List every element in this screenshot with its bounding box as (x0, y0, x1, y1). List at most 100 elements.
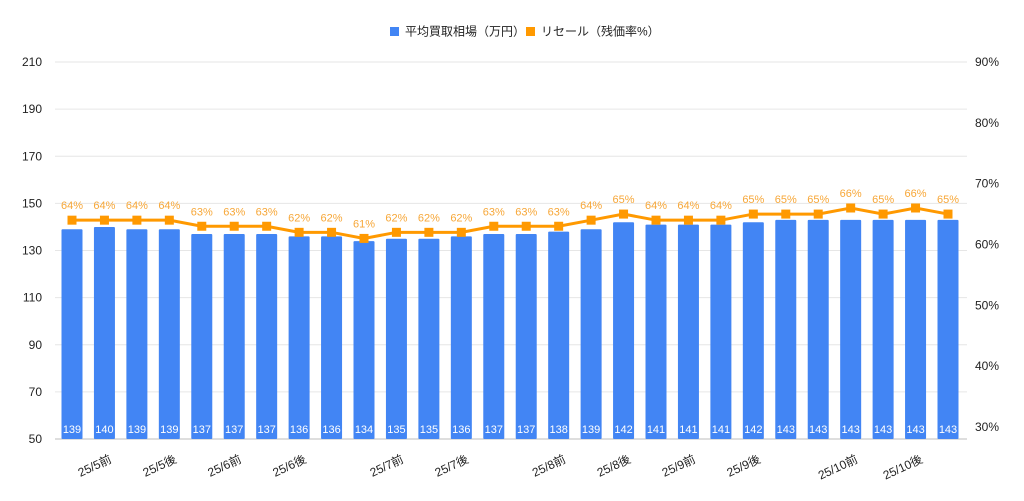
bar-value-label: 135 (420, 424, 438, 436)
bar (580, 229, 602, 439)
line-point-marker (489, 221, 499, 231)
line-value-label: 64% (61, 200, 83, 212)
bar (321, 236, 343, 439)
x-axis-tick-label: 25/5後 (141, 452, 179, 480)
bar-value-label: 141 (647, 424, 665, 436)
line-point-marker (878, 209, 888, 219)
x-axis-tick-label: 25/8後 (595, 452, 633, 480)
legend-swatch-line (526, 27, 535, 36)
bar (288, 236, 310, 439)
bar (742, 222, 764, 439)
x-axis-tick-label: 25/6前 (205, 451, 243, 480)
bar-value-label: 137 (225, 424, 243, 436)
line-value-label: 66% (905, 188, 927, 200)
line-value-label: 64% (126, 200, 148, 212)
line-point-marker (619, 209, 629, 219)
line-value-label: 63% (515, 206, 537, 218)
bar-value-label: 136 (322, 424, 340, 436)
line-value-label: 65% (742, 194, 764, 206)
right-axis-tick-label: 30% (975, 420, 999, 434)
line-point-marker (132, 215, 142, 225)
line-value-label: 62% (321, 212, 343, 224)
bar-value-label: 137 (517, 424, 535, 436)
right-axis-tick-label: 80% (975, 116, 999, 130)
bar (677, 224, 699, 439)
line-point-marker (67, 215, 77, 225)
x-axis-tick-label: 25/9前 (659, 451, 697, 480)
left-axis-tick-label: 110 (23, 291, 42, 305)
line-value-label: 64% (158, 200, 180, 212)
left-axis-tick-label: 50 (29, 432, 43, 446)
line-value-label: 62% (288, 212, 310, 224)
legend-label-bar: 平均買取相場（万円） (405, 25, 525, 39)
x-axis-tick-label: 25/7前 (367, 451, 405, 480)
line-point-marker (911, 203, 921, 213)
line-point-marker (748, 209, 758, 219)
bar (483, 234, 505, 439)
line-point-marker (262, 221, 272, 231)
left-axis-tick-label: 190 (22, 102, 42, 116)
line-point-marker (359, 233, 369, 243)
right-axis-tick-label: 50% (975, 298, 999, 312)
bar (905, 219, 927, 439)
bar (126, 229, 148, 439)
bar-value-label: 138 (549, 424, 567, 436)
line-value-label: 65% (872, 194, 894, 206)
bar-value-label: 137 (485, 424, 503, 436)
x-axis-tick-label: 25/10後 (881, 452, 925, 482)
line-value-label: 64% (710, 200, 732, 212)
bar-value-label: 143 (939, 424, 957, 436)
bar (872, 219, 894, 439)
bar-value-label: 137 (257, 424, 275, 436)
bar (158, 229, 180, 439)
line-point-marker (327, 227, 337, 237)
line-value-label: 62% (450, 212, 472, 224)
x-axis-tick-label: 25/9後 (725, 452, 763, 480)
bar-value-label: 135 (387, 424, 405, 436)
line-point-marker (943, 209, 953, 219)
left-axis-tick-label: 70 (29, 385, 43, 399)
line-point-marker (813, 209, 823, 219)
bar (515, 234, 537, 439)
bar (613, 222, 635, 439)
bar-value-label: 139 (128, 424, 146, 436)
line-point-marker (99, 215, 109, 225)
line-point-marker (554, 221, 564, 231)
right-axis-tick-label: 40% (975, 359, 999, 373)
bar-value-label: 139 (582, 424, 600, 436)
bar-value-label: 136 (452, 424, 470, 436)
bar-value-label: 134 (355, 424, 373, 436)
left-axis-tick-label: 170 (22, 149, 42, 163)
line-value-label: 63% (483, 206, 505, 218)
bar (256, 234, 278, 439)
bar (93, 226, 115, 439)
bar-value-label: 143 (809, 424, 827, 436)
bar-value-label: 139 (160, 424, 178, 436)
bar-value-label: 143 (874, 424, 892, 436)
line-point-marker (164, 215, 174, 225)
bar (937, 219, 959, 439)
line-value-label: 65% (613, 194, 635, 206)
x-axis-tick-label: 25/10前 (816, 451, 860, 482)
line-point-marker (781, 209, 791, 219)
right-axis-tick-label: 60% (975, 238, 999, 252)
bar-value-label: 143 (841, 424, 859, 436)
legend-label-line: リセール（残価率%） (541, 24, 660, 39)
right-axis-tick-label: 90% (975, 55, 999, 69)
bar-value-label: 141 (712, 424, 730, 436)
line-point-marker (521, 221, 531, 231)
line-value-label: 63% (256, 206, 278, 218)
bar (223, 234, 245, 439)
line-value-label: 64% (580, 200, 602, 212)
bar (548, 231, 570, 439)
bar (840, 219, 862, 439)
bar (710, 224, 732, 439)
line-value-label: 66% (840, 188, 862, 200)
line-value-label: 64% (645, 200, 667, 212)
x-axis-tick-label: 25/6後 (270, 452, 308, 480)
bar (807, 219, 829, 439)
line-value-label: 61% (353, 218, 375, 230)
line-point-marker (846, 203, 856, 213)
legend-swatch-bar (390, 27, 399, 36)
